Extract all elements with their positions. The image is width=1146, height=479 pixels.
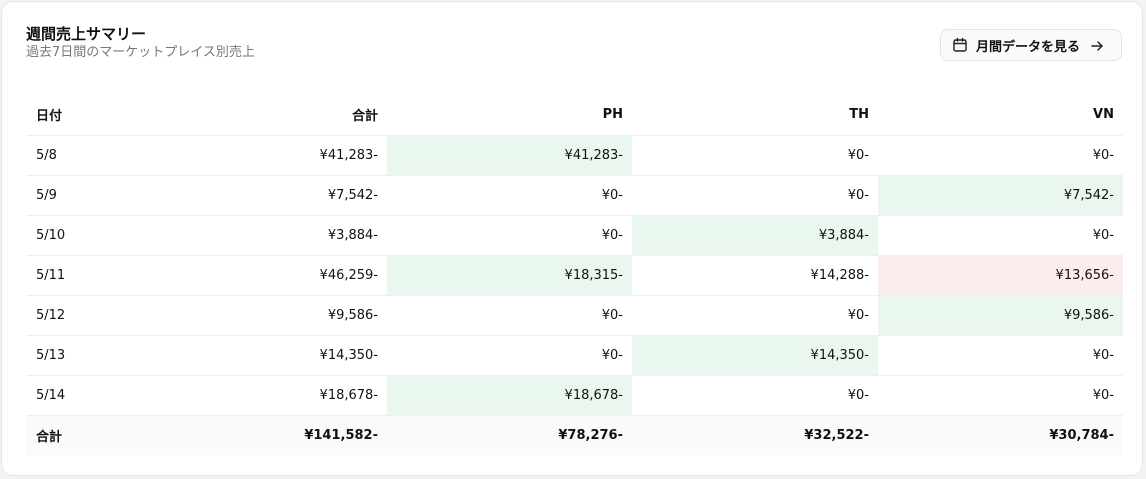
- column-header-date: 日付: [27, 95, 141, 136]
- cell-th: ¥0-: [632, 295, 878, 336]
- cell-th: ¥14,288-: [632, 255, 878, 296]
- card-subtitle: 過去7日間のマーケットプレイス別売上: [26, 45, 255, 60]
- cell-th: ¥0-: [632, 135, 878, 176]
- cell-ph: ¥18,678-: [387, 375, 632, 416]
- cell-date: 5/9: [27, 175, 141, 216]
- cell-ph: ¥18,315-: [387, 255, 632, 296]
- totals-ph: ¥78,276-: [387, 415, 632, 455]
- cell-vn: ¥0-: [878, 215, 1123, 256]
- cell-vn: ¥0-: [878, 335, 1123, 376]
- column-header-total: 合計: [141, 95, 387, 136]
- cell-total: ¥9,586-: [141, 295, 387, 336]
- calendar-icon: [952, 37, 968, 53]
- cell-ph: ¥0-: [387, 335, 632, 376]
- table-row: 5/8 ¥41,283- ¥41,283- ¥0- ¥0-: [27, 135, 1123, 176]
- cell-vn: ¥0-: [878, 135, 1123, 176]
- cell-ph: ¥0-: [387, 215, 632, 256]
- cell-total: ¥14,350-: [141, 335, 387, 376]
- cell-date: 5/11: [27, 255, 141, 296]
- table-row: 5/12 ¥9,586- ¥0- ¥0- ¥9,586-: [27, 295, 1123, 336]
- table-row: 5/13 ¥14,350- ¥0- ¥14,350- ¥0-: [27, 335, 1123, 376]
- cell-ph: ¥0-: [387, 295, 632, 336]
- cell-ph: ¥0-: [387, 175, 632, 216]
- totals-total: ¥141,582-: [141, 415, 387, 455]
- column-header-th: TH: [632, 95, 878, 136]
- cell-date: 5/14: [27, 375, 141, 416]
- table-row: 5/9 ¥7,542- ¥0- ¥0- ¥7,542-: [27, 175, 1123, 216]
- cell-total: ¥3,884-: [141, 215, 387, 256]
- sales-table: 日付 合計 PH TH VN 5/8 ¥41,283- ¥41,283- ¥0-…: [27, 95, 1123, 455]
- view-monthly-data-label: 月間データを見る: [976, 39, 1081, 55]
- column-header-ph: PH: [387, 95, 632, 136]
- cell-date: 5/12: [27, 295, 141, 336]
- cell-vn: ¥0-: [878, 375, 1123, 416]
- cell-vn: ¥13,656-: [878, 255, 1123, 296]
- cell-th: ¥3,884-: [632, 215, 878, 256]
- cell-total: ¥7,542-: [141, 175, 387, 216]
- cell-th: ¥0-: [632, 375, 878, 416]
- table-row: 5/10 ¥3,884- ¥0- ¥3,884- ¥0-: [27, 215, 1123, 256]
- cell-date: 5/13: [27, 335, 141, 376]
- totals-th: ¥32,522-: [632, 415, 878, 455]
- totals-label: 合計: [27, 415, 141, 455]
- cell-vn: ¥9,586-: [878, 295, 1123, 336]
- card-title: 週間売上サマリー: [26, 25, 147, 43]
- cell-total: ¥18,678-: [141, 375, 387, 416]
- table-row: 5/11 ¥46,259- ¥18,315- ¥14,288- ¥13,656-: [27, 255, 1123, 296]
- cell-total: ¥41,283-: [141, 135, 387, 176]
- totals-row: 合計 ¥141,582- ¥78,276- ¥32,522- ¥30,784-: [27, 415, 1123, 455]
- cell-th: ¥0-: [632, 175, 878, 216]
- arrow-right-icon: [1090, 38, 1104, 52]
- cell-total: ¥46,259-: [141, 255, 387, 296]
- cell-vn: ¥7,542-: [878, 175, 1123, 216]
- column-header-vn: VN: [878, 95, 1123, 136]
- cell-date: 5/10: [27, 215, 141, 256]
- cell-th: ¥14,350-: [632, 335, 878, 376]
- table-header-row: 日付 合計 PH TH VN: [27, 95, 1123, 136]
- totals-vn: ¥30,784-: [878, 415, 1123, 455]
- view-monthly-data-button[interactable]: 月間データを見る: [940, 29, 1122, 61]
- table-row: 5/14 ¥18,678- ¥18,678- ¥0- ¥0-: [27, 375, 1123, 416]
- cell-ph: ¥41,283-: [387, 135, 632, 176]
- cell-date: 5/8: [27, 135, 141, 176]
